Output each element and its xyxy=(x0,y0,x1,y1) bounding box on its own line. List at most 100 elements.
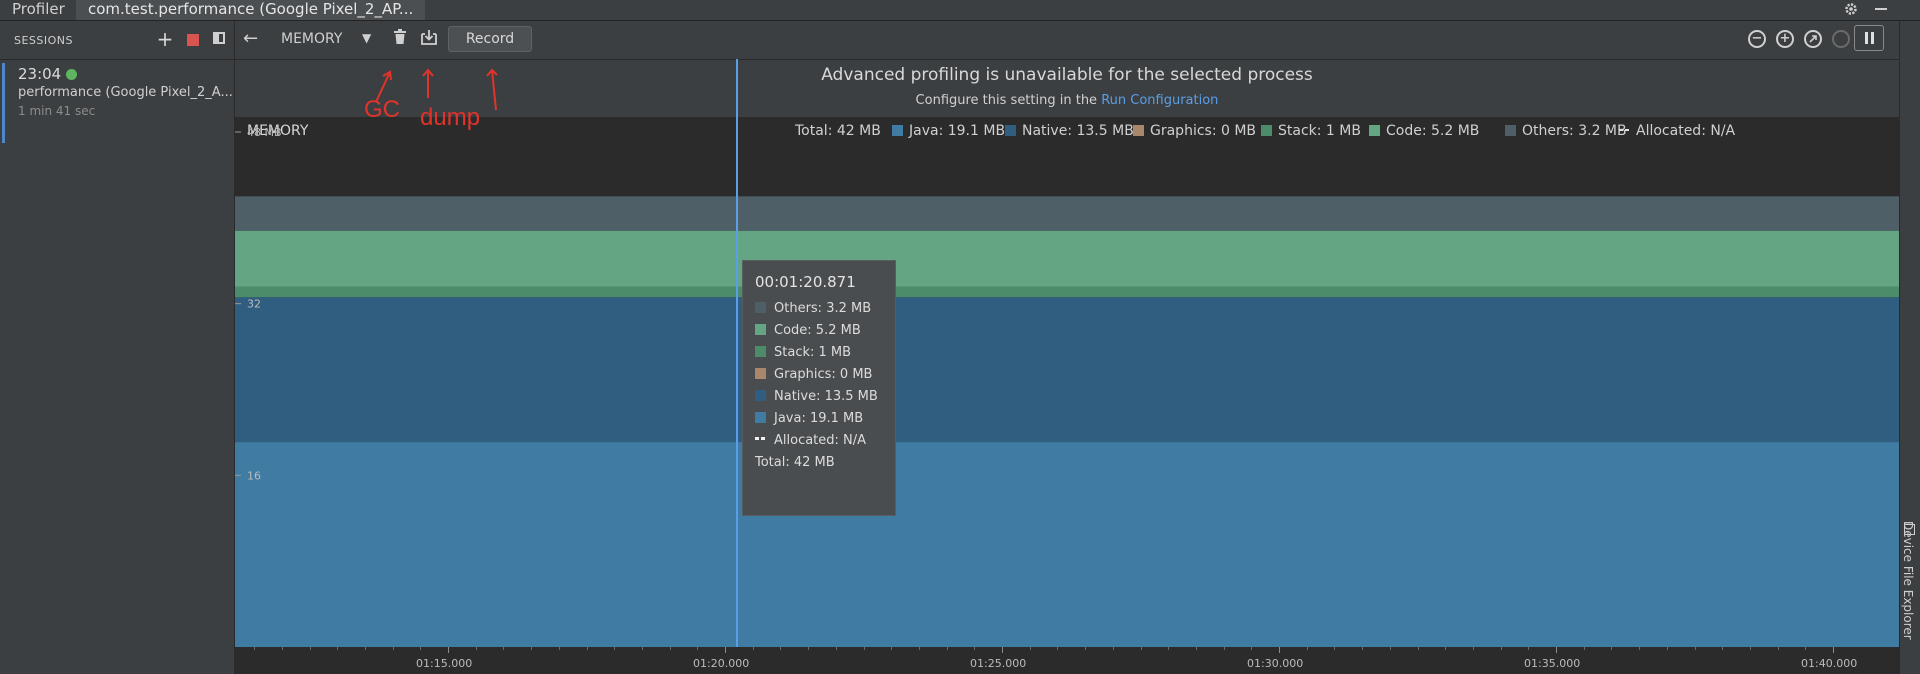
session-name: performance (Google Pixel_2_A... xyxy=(18,85,233,100)
sessions-panel: SESSIONS + 23:04 performance (Google Pix… xyxy=(0,21,235,674)
x-tick xyxy=(586,647,588,650)
tooltip-swatch xyxy=(755,368,766,379)
legend-swatch xyxy=(1005,125,1016,136)
x-tick xyxy=(1362,647,1364,650)
tooltip-label: Allocated: N/A xyxy=(774,433,867,448)
banner-title: Advanced profiling is unavailable for th… xyxy=(821,65,1313,85)
banner-subtitle: Configure this setting in the Run Config… xyxy=(235,93,1899,108)
x-tick xyxy=(1556,647,1557,653)
tooltip-label: Stack: 1 MB xyxy=(774,345,852,360)
x-tick xyxy=(780,647,782,650)
x-tick xyxy=(1389,647,1391,650)
x-tick xyxy=(309,647,311,650)
legend-swatch xyxy=(1505,125,1516,136)
x-tick xyxy=(558,647,560,650)
x-tick xyxy=(1833,647,1834,653)
x-tick xyxy=(1500,647,1502,650)
chart-title: MEMORY xyxy=(247,123,309,139)
x-tick xyxy=(1472,647,1474,650)
collapse-panel-icon[interactable] xyxy=(213,32,225,44)
run-configuration-link[interactable]: Run Configuration xyxy=(1101,93,1219,108)
legend-swatch xyxy=(1261,125,1272,136)
legend-item: Code: 5.2 MB xyxy=(1369,123,1479,139)
tooltip-row: Native: 13.5 MB xyxy=(755,389,878,404)
x-tick xyxy=(1805,647,1807,650)
pause-button[interactable] xyxy=(1854,25,1884,51)
x-tick xyxy=(835,647,837,650)
legend-label: Code: 5.2 MB xyxy=(1386,123,1480,139)
gear-icon[interactable] xyxy=(1842,1,1860,19)
session-item[interactable] xyxy=(2,61,232,145)
y-tick-label: 32 xyxy=(247,298,261,311)
chart-legend: Total: 42 MB Java: 19.1 MB Native: 13.5 MB… xyxy=(795,123,1895,141)
tooltip-swatch xyxy=(755,302,766,313)
x-tick xyxy=(503,647,505,650)
memory-tooltip: 00:01:20.871 Others: 3.2 MB Code: 5.2 MB S… xyxy=(742,260,896,516)
x-tick xyxy=(448,647,449,653)
profiler-toolbar: ← MEMORY ▼ Record − + xyxy=(235,21,1899,60)
add-session-button[interactable]: + xyxy=(156,27,174,51)
trash-icon[interactable] xyxy=(392,28,408,46)
x-tick xyxy=(1168,647,1170,650)
tooltip-label: Native: 13.5 MB xyxy=(774,389,878,404)
x-tick xyxy=(614,647,616,650)
x-tick xyxy=(1251,647,1253,650)
tab-profiler[interactable]: Profiler xyxy=(12,0,65,18)
x-tick xyxy=(1195,647,1197,650)
memory-chart[interactable]: MEMORY Total: 42 MB Java: 19.1 MB Native: … xyxy=(235,59,1899,674)
heap-dump-icon[interactable] xyxy=(420,28,438,46)
x-tick xyxy=(918,647,920,650)
device-file-explorer-tab[interactable]: Device File Explorer xyxy=(1900,520,1920,660)
minimize-icon[interactable] xyxy=(1872,1,1890,19)
back-arrow-icon[interactable]: ← xyxy=(243,28,259,49)
sessions-title: SESSIONS xyxy=(14,34,74,47)
time-axis: 01:15.000 01:20.000 01:25.000 01:30.000 01:3… xyxy=(235,647,1899,674)
zoom-out-icon[interactable]: − xyxy=(1748,30,1766,48)
legend-item: Native: 13.5 MB xyxy=(1005,123,1134,139)
x-tick xyxy=(1777,647,1779,650)
tooltip-row: Stack: 1 MB xyxy=(755,345,851,360)
session-time: 23:04 xyxy=(18,65,62,83)
reset-zoom-icon[interactable] xyxy=(1804,30,1822,48)
x-tick xyxy=(1445,647,1447,650)
tab-bar: Profiler com.test.performance (Google Pi… xyxy=(0,0,1920,21)
x-tick-label: 01:15.000 xyxy=(416,657,473,670)
record-button[interactable]: Record xyxy=(448,26,532,52)
right-tool-strip xyxy=(1899,21,1920,674)
session-duration: 1 min 41 sec xyxy=(18,104,96,118)
legend-label: Allocated: N/A xyxy=(1636,123,1736,139)
x-tick xyxy=(1694,647,1696,650)
annotation-arrows xyxy=(375,68,498,111)
x-tick xyxy=(808,647,810,650)
chart-plot-area: 48 MB 32 16 xyxy=(235,126,1899,647)
legend-swatch xyxy=(1369,125,1380,136)
x-tick xyxy=(281,647,283,650)
x-tick xyxy=(1279,647,1280,653)
session-selected-indicator xyxy=(2,63,5,143)
timeline-cursor[interactable] xyxy=(736,59,738,647)
x-tick xyxy=(1223,647,1225,650)
legend-item: Stack: 1 MB xyxy=(1261,123,1361,139)
advanced-profiling-banner: Advanced profiling is unavailable for th… xyxy=(235,60,1899,117)
x-tick-label: 01:35.000 xyxy=(1524,657,1581,670)
x-tick xyxy=(1057,647,1059,650)
stop-session-button[interactable] xyxy=(187,34,199,46)
legend-label: Stack: 1 MB xyxy=(1278,123,1361,139)
profiler-select[interactable]: MEMORY xyxy=(281,31,343,47)
x-tick xyxy=(1417,647,1419,650)
x-tick xyxy=(1334,647,1336,650)
legend-label: Graphics: 0 MB xyxy=(1150,123,1257,139)
x-tick xyxy=(1749,647,1751,650)
chevron-down-icon[interactable]: ▼ xyxy=(362,31,372,45)
tooltip-swatch xyxy=(755,346,766,357)
area-native xyxy=(235,297,1899,443)
x-tick xyxy=(697,647,699,650)
zoom-in-icon[interactable]: + xyxy=(1776,30,1794,48)
x-tick xyxy=(946,647,948,650)
x-tick xyxy=(531,647,533,650)
x-tick xyxy=(1666,647,1668,650)
tooltip-label: Java: 19.1 MB xyxy=(774,411,864,426)
tab-session[interactable]: com.test.performance (Google Pixel_2_AP.… xyxy=(76,0,426,20)
dump-arrow xyxy=(422,68,434,98)
x-tick-label: 01:30.000 xyxy=(1247,657,1304,670)
